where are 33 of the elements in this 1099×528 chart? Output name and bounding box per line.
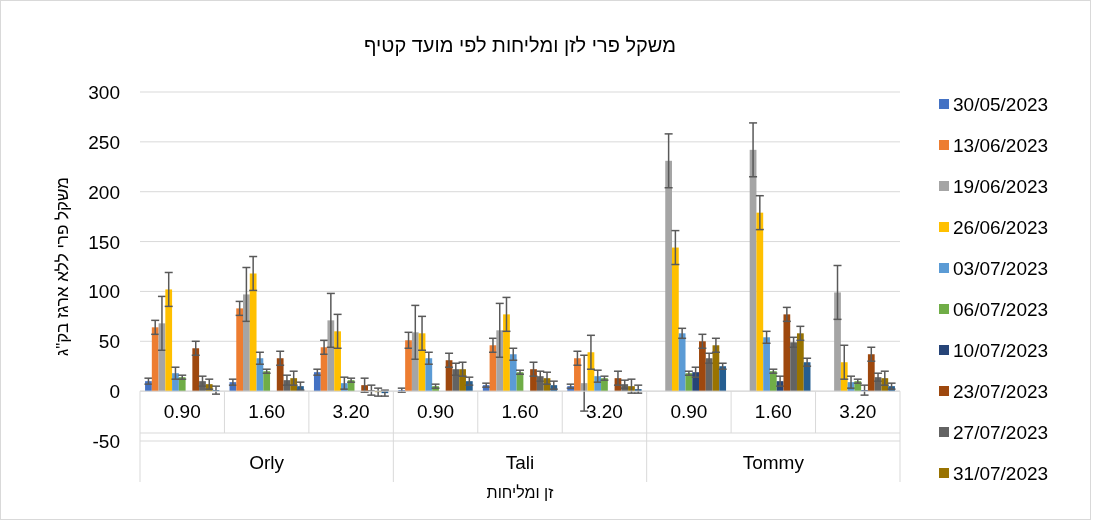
- x-tick-label: 0.90: [670, 401, 708, 422]
- x-tick-label: 1.60: [754, 401, 792, 422]
- x-tick-label: 0.90: [163, 401, 201, 422]
- legend-label: 30/05/2023: [953, 94, 1049, 115]
- legend-label: 06/07/2023: [953, 299, 1049, 320]
- y-tick-label: 50: [98, 331, 120, 353]
- x-tick-label: 3.20: [332, 401, 370, 422]
- legend-label: 19/06/2023: [953, 176, 1049, 197]
- x-tick-label: 1.60: [248, 401, 286, 422]
- text: Tali: [505, 452, 535, 473]
- legend-label: 03/07/2023: [953, 258, 1049, 279]
- text: Tommy: [742, 452, 805, 473]
- legend-label: 10/07/2023: [953, 340, 1049, 361]
- x-tick-label: 3.20: [839, 401, 877, 422]
- y-tick-label: 200: [88, 181, 120, 203]
- y-tick-label: 100: [88, 281, 120, 303]
- y-tick-label: 0: [109, 381, 120, 403]
- legend-label: 23/07/2023: [953, 381, 1049, 402]
- y-tick-label: 300: [88, 82, 120, 103]
- chart-title: משקל פרי לזן ומליחות לפי מועד קטיף: [364, 34, 676, 56]
- y-tick-label: 150: [88, 231, 120, 253]
- y-tick-label: -50: [92, 431, 120, 452]
- y-tick-label: 250: [88, 131, 120, 153]
- x-tick-label: 0.90: [417, 401, 455, 422]
- y-axis-title: משקל פרי ללא ארגז בק"ג: [53, 177, 72, 356]
- legend-label: 31/07/2023: [953, 463, 1049, 484]
- text: Orly: [249, 452, 285, 473]
- x-axis-title: זן ומליחות: [486, 484, 554, 501]
- legend-label: 27/07/2023: [953, 422, 1049, 443]
- legend-label: 13/06/2023: [953, 135, 1049, 156]
- x-tick-label: 3.20: [585, 401, 623, 422]
- legend-label: 26/06/2023: [953, 217, 1049, 238]
- x-tick-label: 1.60: [501, 401, 539, 422]
